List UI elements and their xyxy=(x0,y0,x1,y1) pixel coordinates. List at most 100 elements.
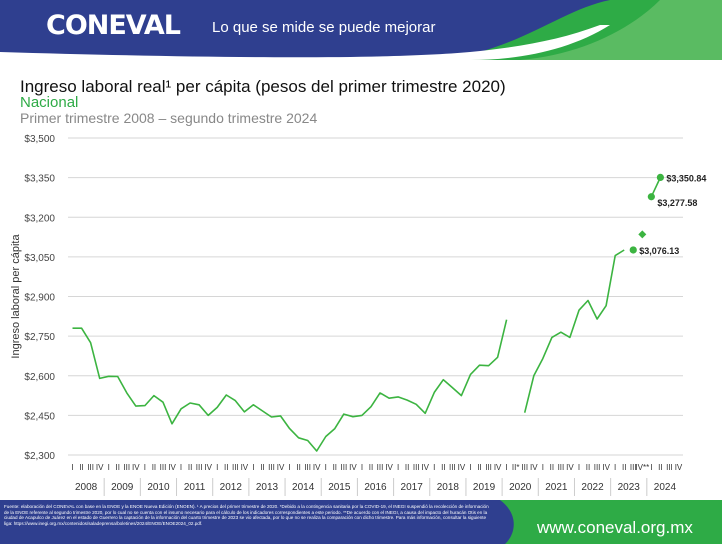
quarter-tick-label: II xyxy=(116,463,120,472)
year-label: 2020 xyxy=(509,482,532,493)
quarter-tick-label: I xyxy=(542,463,544,472)
quarter-tick-label: II xyxy=(477,463,481,472)
header-background xyxy=(0,0,722,60)
y-axis-label: Ingreso laboral per cápita xyxy=(10,234,22,359)
y-tick-label: $2,450 xyxy=(24,411,55,422)
quarter-tick-label: I xyxy=(252,463,254,472)
data-label: $3,277.58 xyxy=(657,198,697,208)
tagline: Lo que se mide se puede mejorar xyxy=(212,19,436,36)
quarter-tick-label: II xyxy=(369,463,373,472)
quarter-tick-label: I xyxy=(180,463,182,472)
year-label: 2010 xyxy=(147,482,170,493)
quarter-tick-label: I xyxy=(506,463,508,472)
quarter-tick-label: I xyxy=(469,463,471,472)
quarter-tick-label: IV xyxy=(313,463,321,472)
year-label: 2023 xyxy=(618,482,641,493)
quarter-tick-label: I xyxy=(361,463,363,472)
y-tick-label: $3,350 xyxy=(24,174,55,185)
quarter-tick-label: II xyxy=(550,463,554,472)
quarter-tick-label: I xyxy=(325,463,327,472)
footer-background xyxy=(0,500,722,544)
quarter-tick-label: IV** xyxy=(635,463,649,472)
chart-period: Primer trimestre 2008 – segundo trimestr… xyxy=(20,110,318,126)
quarter-tick-label: I xyxy=(216,463,218,472)
quarter-tick-label: IV xyxy=(566,463,574,472)
quarter-tick-label: II xyxy=(188,463,192,472)
website-link[interactable]: www.coneval.org.mx xyxy=(537,518,693,537)
data-point-2023-q4 xyxy=(638,230,647,239)
quarter-tick-label: III xyxy=(196,463,203,472)
year-label: 2017 xyxy=(401,482,424,493)
quarter-tick-label: III xyxy=(123,463,130,472)
quarter-tick-label: I xyxy=(108,463,110,472)
quarter-tick-label: I xyxy=(650,463,652,472)
quarter-tick-label: II xyxy=(586,463,590,472)
year-label: 2014 xyxy=(292,482,315,493)
quarter-tick-label: IV xyxy=(277,463,285,472)
data-point-highlight xyxy=(656,173,664,182)
line-chart: $2,300 $2,450 $2,600 $2,750 $2,900 $3,050 $3,2… xyxy=(10,134,706,496)
data-point-highlight xyxy=(647,193,655,201)
quarter-tick-label: III xyxy=(304,463,311,472)
quarter-tick-label: III xyxy=(666,463,673,472)
quarter-tick-label: II xyxy=(296,463,300,472)
year-label: 2011 xyxy=(184,482,206,493)
year-label: 2024 xyxy=(654,482,677,493)
quarter-tick-label: I xyxy=(614,463,616,472)
quarter-tick-label: II xyxy=(224,463,228,472)
year-label: 2019 xyxy=(473,482,496,493)
quarter-tick-label: III xyxy=(558,463,565,472)
series-line-2008-2020 xyxy=(72,319,508,452)
quarter-tick-label: III xyxy=(268,463,275,472)
quarter-tick-label: II xyxy=(260,463,264,472)
quarter-tick-label: IV xyxy=(602,463,610,472)
year-label: 2022 xyxy=(581,482,604,493)
coneval-logo: CONEVAL xyxy=(46,10,181,41)
quarter-tick-label: IV xyxy=(458,463,466,472)
quarter-tick-label: III xyxy=(160,463,167,472)
quarter-tick-label: IV xyxy=(204,463,212,472)
quarter-tick-label: II xyxy=(152,463,156,472)
year-label: 2012 xyxy=(220,482,243,493)
quarter-tick-label: IV xyxy=(349,463,357,472)
quarter-tick-label: I xyxy=(578,463,580,472)
y-tick-label: $2,750 xyxy=(24,332,55,343)
quarter-tick-label: IV xyxy=(132,463,140,472)
data-label: $3,076.13 xyxy=(639,246,679,256)
quarter-tick-label: III xyxy=(377,463,384,472)
y-tick-label: $3,500 xyxy=(24,134,55,145)
quarter-tick-label: IV xyxy=(241,463,249,472)
quarter-tick-label: III xyxy=(413,463,420,472)
quarter-tick-label: III xyxy=(630,463,637,472)
chart-title: Ingreso laboral real¹ per cápita (pesos … xyxy=(20,77,506,96)
data-label: $3,350.84 xyxy=(666,173,706,183)
quarter-tick-label: IV xyxy=(530,463,538,472)
quarter-tick-label: III xyxy=(485,463,492,472)
quarter-tick-label: I xyxy=(144,463,146,472)
y-tick-label: $3,050 xyxy=(24,253,55,264)
quarter-tick-label: I xyxy=(397,463,399,472)
quarter-tick-label: III xyxy=(594,463,601,472)
quarter-tick-label: II xyxy=(333,463,337,472)
data-point-highlight xyxy=(629,246,637,254)
series-line-2020-2023 xyxy=(523,249,625,413)
year-label: 2008 xyxy=(75,482,98,493)
year-label: 2016 xyxy=(364,482,387,493)
y-tick-label: $3,200 xyxy=(24,213,55,224)
year-label: 2009 xyxy=(111,482,134,493)
y-tick-label: $2,600 xyxy=(24,372,55,383)
quarter-tick-label: III xyxy=(341,463,348,472)
quarter-tick-label: I xyxy=(71,463,73,472)
quarter-tick-label: IV xyxy=(385,463,393,472)
quarter-tick-label: III xyxy=(232,463,239,472)
quarter-tick-label: I xyxy=(288,463,290,472)
footer: Fuente: elaboración del CONEVAL con base… xyxy=(0,500,722,544)
year-label: 2018 xyxy=(437,482,460,493)
y-tick-label: $2,900 xyxy=(24,293,55,304)
quarter-tick-label: IV xyxy=(168,463,176,472)
quarter-tick-label: III xyxy=(521,463,528,472)
quarter-tick-label: II xyxy=(405,463,409,472)
quarter-tick-label: II xyxy=(622,463,626,472)
quarter-tick-label: II xyxy=(79,463,83,472)
quarter-tick-label: IV xyxy=(96,463,104,472)
